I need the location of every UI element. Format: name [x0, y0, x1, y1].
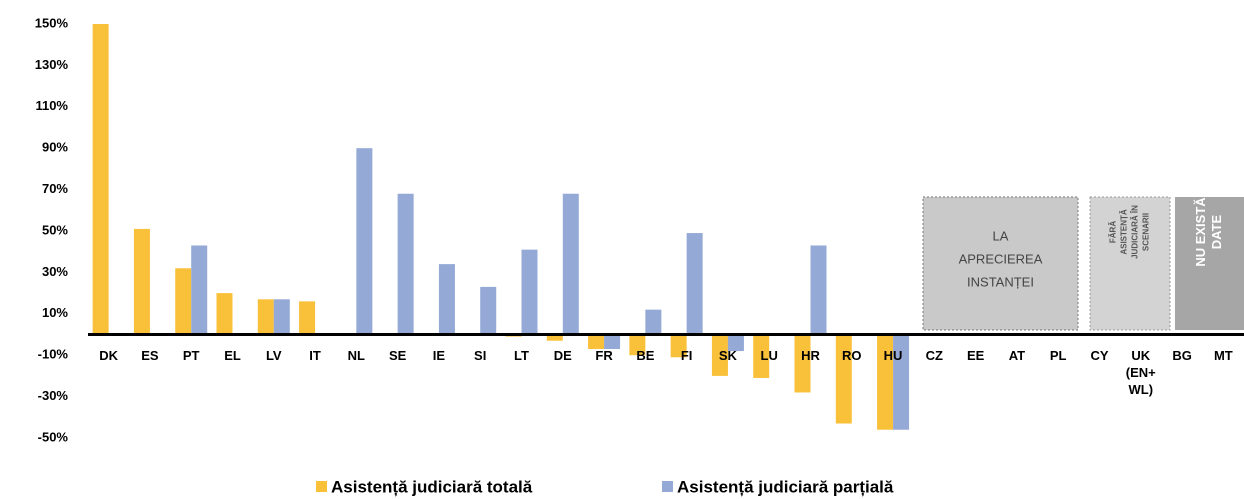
- annotation-box: [1175, 197, 1244, 330]
- x-tick-label: RO: [842, 347, 862, 363]
- x-tick-label: BE: [636, 347, 655, 363]
- y-tick-label: 130%: [35, 57, 69, 72]
- bar: [175, 268, 192, 335]
- y-tick-label: -10%: [38, 347, 69, 362]
- y-tick-label: 10%: [42, 305, 68, 320]
- y-tick-label: 30%: [42, 264, 68, 279]
- y-tick-label: 50%: [42, 222, 68, 237]
- bar: [753, 334, 770, 378]
- y-tick-label: 150%: [35, 15, 69, 30]
- bar: [645, 309, 662, 335]
- annotation-box: [1089, 196, 1171, 331]
- x-tick-label: IT: [309, 347, 321, 363]
- x-tick-label: SI: [474, 347, 487, 363]
- x-tick-label: ES: [141, 347, 159, 363]
- annotation-box: [922, 196, 1079, 331]
- bar: [397, 193, 414, 335]
- x-tick-label: PL: [1049, 347, 1067, 363]
- legend-swatch: [662, 481, 673, 492]
- legend-label: Asistență judiciară parțială: [677, 477, 894, 496]
- legend-swatch: [316, 481, 327, 492]
- x-tick-label: LV: [265, 347, 282, 363]
- x-tick-label: MT: [1213, 347, 1233, 363]
- bar: [356, 148, 373, 335]
- x-tick-label: CY: [1090, 347, 1109, 363]
- x-tick-label: CZ: [925, 347, 944, 363]
- bar: [521, 249, 538, 335]
- x-tick-label: DK: [99, 347, 119, 363]
- annotation-text: LA: [993, 228, 1009, 243]
- bar: [133, 228, 150, 335]
- bar: [794, 334, 811, 393]
- x-tick-label: SK: [718, 347, 737, 363]
- x-tick-label: HU: [883, 347, 903, 363]
- bar: [810, 245, 827, 335]
- bar: [893, 334, 910, 430]
- annotation-text: NU EXISTĂ: [1193, 197, 1208, 267]
- bar: [92, 24, 109, 335]
- x-tick-label: NL: [347, 347, 366, 363]
- x-tick-label: EE: [966, 347, 985, 363]
- bar: [216, 293, 233, 335]
- x-tick-label: LT: [514, 347, 529, 363]
- x-tick-label: IE: [432, 347, 446, 363]
- annotation-text: JUDICIARĂ ÎN: [1131, 205, 1140, 259]
- x-tick-label: HR: [801, 347, 820, 363]
- x-tick-label: PT: [182, 347, 200, 363]
- annotation-text: ASISTENȚĂ: [1120, 209, 1129, 255]
- x-tick-label: LU: [760, 347, 778, 363]
- bar: [835, 334, 852, 424]
- annotation-text: INSTANȚEI: [967, 274, 1034, 289]
- y-tick-label: -30%: [38, 388, 69, 403]
- bar: [273, 299, 290, 335]
- x-tick-label: BG: [1172, 347, 1192, 363]
- bar: [438, 264, 455, 335]
- x-tick-label: AT: [1008, 347, 1026, 363]
- bar: [604, 334, 621, 349]
- annotation-text: APRECIEREA: [959, 251, 1043, 266]
- legend-label: Asistență judiciară totală: [331, 477, 533, 496]
- bar: [727, 334, 744, 352]
- x-tick-label: DE: [553, 347, 572, 363]
- x-tick-label: UK (EN+ WL): [1125, 347, 1156, 397]
- y-tick-label: 90%: [42, 140, 68, 155]
- bar: [299, 301, 316, 335]
- bar: [191, 245, 208, 335]
- x-tick-label: SE: [388, 347, 407, 363]
- y-tick-label: 110%: [35, 98, 68, 113]
- bar: [562, 193, 579, 335]
- bar: [257, 299, 274, 335]
- bar: [588, 334, 605, 349]
- y-tick-label: -50%: [38, 429, 69, 444]
- x-tick-label: FI: [680, 347, 693, 363]
- bar: [711, 334, 728, 376]
- annotation-text: DATE: [1209, 214, 1224, 249]
- x-tick-label: FR: [595, 347, 613, 363]
- bar: [480, 286, 497, 335]
- annotation-text: FĂRĂ: [1109, 221, 1118, 243]
- x-tick-label: EL: [224, 347, 241, 363]
- bar: [629, 334, 646, 356]
- bar: [546, 334, 563, 341]
- bar: [877, 334, 894, 430]
- annotation-text: SCENARII: [1142, 213, 1151, 251]
- bar: [670, 334, 687, 358]
- bar: [686, 233, 703, 335]
- y-tick-label: 70%: [42, 181, 68, 196]
